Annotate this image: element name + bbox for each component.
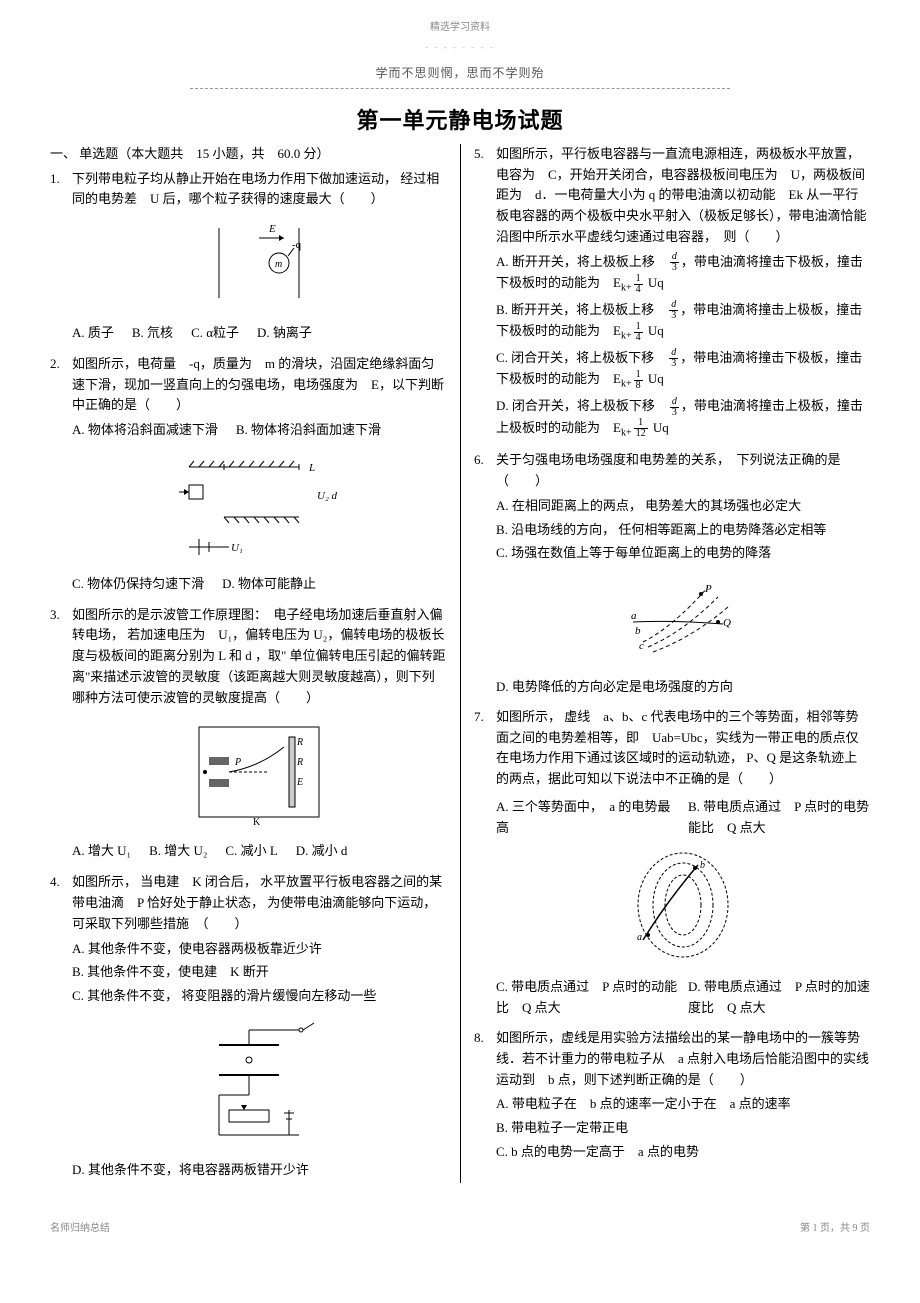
footer-right: 第 1 页，共 9 页 [800, 1221, 870, 1237]
header-top: 精选学习资料 [50, 20, 870, 36]
svg-text:P: P [234, 757, 241, 768]
q5-num: 5. [474, 144, 496, 444]
svg-text:Q: Q [723, 617, 731, 629]
q3-figure: R P E K R [72, 717, 446, 834]
q7-opt-d: D. 带电质点通过 P 点时的加速度比 Q 点大 [688, 977, 870, 1019]
q6-opt-c: C. 场强在数值上等于每单位距离上的电势的降落 [496, 543, 870, 564]
q7-figure: b a [496, 850, 870, 967]
svg-text:a: a [631, 610, 637, 622]
svg-text:c: c [639, 640, 644, 652]
q6-num: 6. [474, 450, 496, 701]
question-4: 4. 如图所示， 当电建 K 闭合后， 水平放置平行板电容器之间的某带电油滴 P… [50, 872, 446, 1183]
q4-opt-a: A. 其他条件不变，使电容器两极板靠近少许 [72, 939, 446, 960]
q1-opt-d: D. 钠离子 [257, 323, 312, 344]
svg-text:L: L [308, 462, 315, 474]
svg-text:U₂ d: U₂ d [317, 490, 338, 502]
q4-figure [72, 1015, 446, 1152]
q8-num: 8. [474, 1028, 496, 1166]
header-sub: 学而不思则惘，思而不学则殆 [190, 64, 730, 88]
q2-num: 2. [50, 354, 72, 599]
q4-text: 如图所示， 当电建 K 闭合后， 水平放置平行板电容器之间的某带电油滴 P 恰好… [72, 872, 446, 934]
svg-text:a: a [637, 932, 642, 943]
page-title: 第一单元静电场试题 [50, 103, 870, 138]
q6-text: 关于匀强电场电场强度和电势差的关系， 下列说法正确的是（ ） [496, 450, 870, 492]
q3-opt-c: C. 减小 L [225, 841, 277, 862]
q7-num: 7. [474, 707, 496, 1022]
q4-opt-d: D. 其他条件不变，将电容器两板错开少许 [72, 1160, 446, 1181]
question-3: 3. 如图所示的是示波管工作原理图： 电子经电场加速后垂直射入偏转电场， 若加速… [50, 605, 446, 867]
q7-text: 如图所示， 虚线 a、b、c 代表电场中的三个等势面，相邻等势面之间的电势差相等… [496, 707, 870, 790]
q5-opt-d: D. 闭合开关，将上极板下移 d3，带电油滴将撞击上极板，撞击上极板时的动能为 … [496, 396, 870, 441]
svg-text:U₁: U₁ [231, 542, 243, 554]
question-2: 2. 如图所示，电荷量 -q，质量为 m 的滑块，沿固定绝缘斜面匀速下滑，现加一… [50, 354, 446, 599]
q2-opt-c: C. 物体仍保持匀速下滑 [72, 574, 204, 595]
svg-text:R: R [296, 737, 303, 748]
q2-opt-b: B. 物体将沿斜面加速下滑 [236, 420, 381, 441]
svg-text:m: m [275, 259, 282, 270]
q8-opt-c: C. b 点的电势一定高于 a 点的电势 [496, 1142, 870, 1163]
q6-opt-a: A. 在相同距离上的两点， 电势差大的其场强也必定大 [496, 496, 870, 517]
q4-opt-c: C. 其他条件不变， 将变阻器的滑片缓慢向左移动一些 [72, 986, 446, 1007]
q7-opt-c: C. 带电质点通过 P 点时的动能比 Q 点大 [496, 977, 678, 1019]
q4-num: 4. [50, 872, 72, 1183]
q1-text: 下列带电粒子均从静止开始在电场力作用下做加速运动， 经过相同的电势差 U 后，哪… [72, 169, 446, 211]
q2-opt-a: A. 物体将沿斜面减速下滑 [72, 420, 218, 441]
q2-opt-d: D. 物体可能静止 [222, 574, 316, 595]
svg-text:b: b [700, 860, 705, 871]
svg-text:R: R [296, 757, 303, 768]
q1-opt-a: A. 质子 [72, 323, 114, 344]
q8-text: 如图所示，虚线是用实验方法描绘出的某一静电场中的一簇等势线．若不计重力的带电粒子… [496, 1028, 870, 1090]
question-7: 7. 如图所示， 虚线 a、b、c 代表电场中的三个等势面，相邻等势面之间的电势… [474, 707, 870, 1022]
q4-opt-b: B. 其他条件不变，使电建 K 断开 [72, 962, 446, 983]
q5-opt-c: C. 闭合开关，将上极板下移 d3，带电油滴将撞击下极板，撞击下极板时的动能为 … [496, 348, 870, 393]
question-8: 8. 如图所示，虚线是用实验方法描绘出的某一静电场中的一簇等势线．若不计重力的带… [474, 1028, 870, 1166]
question-6: 6. 关于匀强电场电场强度和电势差的关系， 下列说法正确的是（ ） A. 在相同… [474, 450, 870, 701]
q2-figure: L U₂ d U₁ [72, 449, 446, 566]
svg-text:E: E [296, 777, 303, 788]
q3-num: 3. [50, 605, 72, 867]
q7-opt-a: A. 三个等势面中， a 的电势最高 [496, 797, 678, 839]
q1-opt-c: C. α粒子 [191, 323, 239, 344]
q3-text: 如图所示的是示波管工作原理图： 电子经电场加速后垂直射入偏转电场， 若加速电压为… [72, 605, 446, 709]
q7-opt-b: B. 带电质点通过 P 点时的电势能比 Q 点大 [688, 797, 870, 839]
page-footer: 名师归纳总结 第 1 页，共 9 页 [50, 1213, 870, 1237]
header-dashes: - - - - - - - - [50, 40, 870, 54]
q3-opt-d: D. 减小 d [296, 841, 348, 862]
q5-text: 如图所示，平行板电容器与一直流电源相连，两极板水平放置，电容为 C，开始开关闭合… [496, 144, 870, 248]
footer-left: 名师归纳总结 [50, 1221, 110, 1237]
q1-num: 1. [50, 169, 72, 348]
q1-opt-b: B. 氘核 [132, 323, 173, 344]
q5-opt-a: A. 断开开关，将上极板上移 d3，带电油滴将撞击下极板，撞击下极板时的动能为 … [496, 252, 870, 297]
svg-text:K: K [253, 817, 261, 827]
q3-opt-b: B. 增大 U₂ [149, 841, 207, 862]
svg-text:P: P [704, 583, 712, 595]
svg-text:E: E [268, 223, 276, 235]
section-heading: 一、 单选题（本大题共 15 小题，共 60.0 分） [50, 144, 446, 165]
q6-opt-d: D. 电势降低的方向必定是电场强度的方向 [496, 677, 870, 698]
q6-opt-b: B. 沿电场线的方向， 任何相等距离上的电势降落必定相等 [496, 520, 870, 541]
q1-figure: E m -q [72, 218, 446, 315]
q2-text: 如图所示，电荷量 -q，质量为 m 的滑块，沿固定绝缘斜面匀速下滑，现加一竖直向… [72, 354, 446, 416]
q5-opt-b: B. 断开开关，将上极板上移 d3，带电油滴将撞击上极板，撞击下极板时的动能为 … [496, 300, 870, 345]
question-1: 1. 下列带电粒子均从静止开始在电场力作用下做加速运动， 经过相同的电势差 U … [50, 169, 446, 348]
q8-opt-a: A. 带电粒子在 b 点的速率一定小于在 a 点的速率 [496, 1094, 870, 1115]
q6-figure: P Q a b c [496, 572, 870, 669]
q8-opt-b: B. 带电粒子一定带正电 [496, 1118, 870, 1139]
q3-opt-a: A. 增大 U₁ [72, 841, 131, 862]
question-5: 5. 如图所示，平行板电容器与一直流电源相连，两极板水平放置，电容为 C，开始开… [474, 144, 870, 444]
svg-text:b: b [635, 625, 641, 637]
